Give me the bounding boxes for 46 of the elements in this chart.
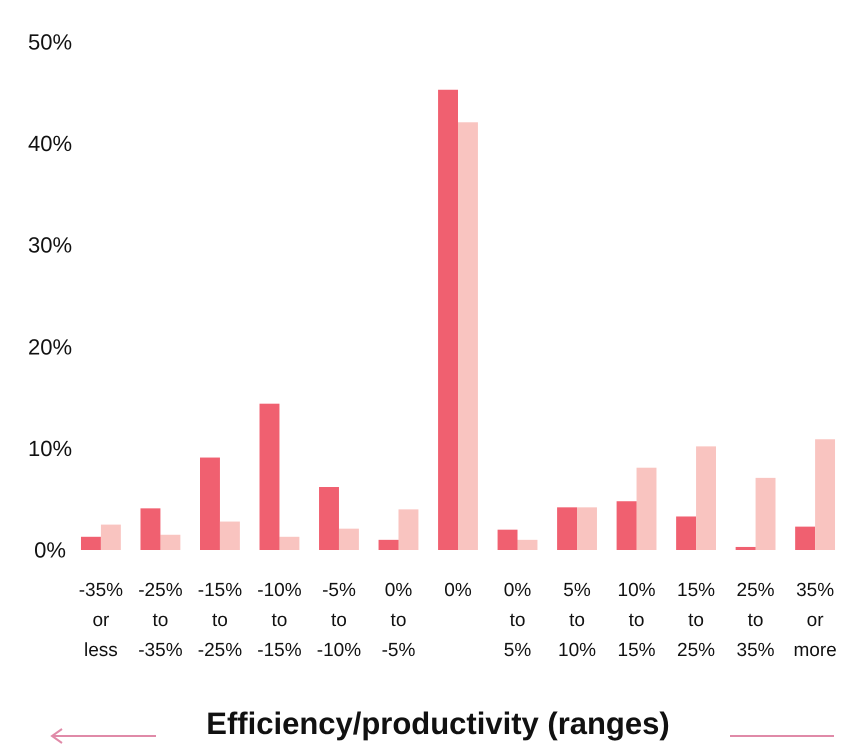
bar — [498, 530, 518, 550]
x-tick-label: 0% to -5% — [382, 580, 416, 661]
x-axis-title: Efficiency/productivity (ranges) — [206, 706, 670, 741]
x-tick-label: -35% or less — [78, 580, 124, 661]
bar — [458, 122, 478, 550]
y-tick-label: 50% — [28, 30, 72, 54]
bar — [438, 90, 458, 550]
bar — [100, 524, 121, 550]
bar — [260, 404, 280, 550]
x-tick-label: 0% — [444, 580, 472, 601]
bar — [616, 501, 637, 550]
x-tick-label: 25% to 35% — [736, 580, 775, 661]
bar — [636, 468, 656, 550]
bar — [80, 536, 101, 550]
y-tick-label: 0% — [34, 538, 66, 562]
x-tick-label: -10% to -15% — [257, 580, 302, 661]
bar — [338, 528, 359, 550]
bar — [279, 536, 300, 550]
x-tick-label: 35% or more — [793, 580, 837, 661]
bar — [200, 458, 220, 550]
y-tick-label: 40% — [28, 131, 72, 156]
x-tick-label: -15% to -25% — [198, 580, 242, 661]
x-tick-label: -5% to -10% — [316, 580, 362, 661]
bar — [696, 446, 716, 550]
x-tick-label: 10% to 15% — [618, 580, 656, 661]
bar — [378, 540, 398, 550]
bar — [160, 534, 180, 550]
bar — [518, 540, 538, 550]
bar — [815, 439, 836, 550]
y-tick-label: 20% — [28, 334, 72, 360]
y-tick-label: 30% — [28, 232, 72, 258]
bar — [756, 478, 776, 550]
bar — [398, 509, 418, 550]
bar — [557, 507, 578, 550]
bar — [736, 546, 756, 550]
x-tick-label: 15% to 25% — [677, 580, 716, 661]
bar — [795, 526, 816, 550]
x-tick-label: 5% to 10% — [558, 580, 596, 661]
bar — [319, 487, 339, 550]
bar — [220, 522, 240, 550]
x-tick-label: 0% to 5% — [504, 580, 532, 661]
bar — [577, 507, 597, 550]
y-tick-label: 10% — [28, 436, 72, 461]
bar — [676, 516, 696, 550]
x-tick-label: -25% to -35% — [138, 580, 183, 661]
bar — [140, 508, 160, 550]
